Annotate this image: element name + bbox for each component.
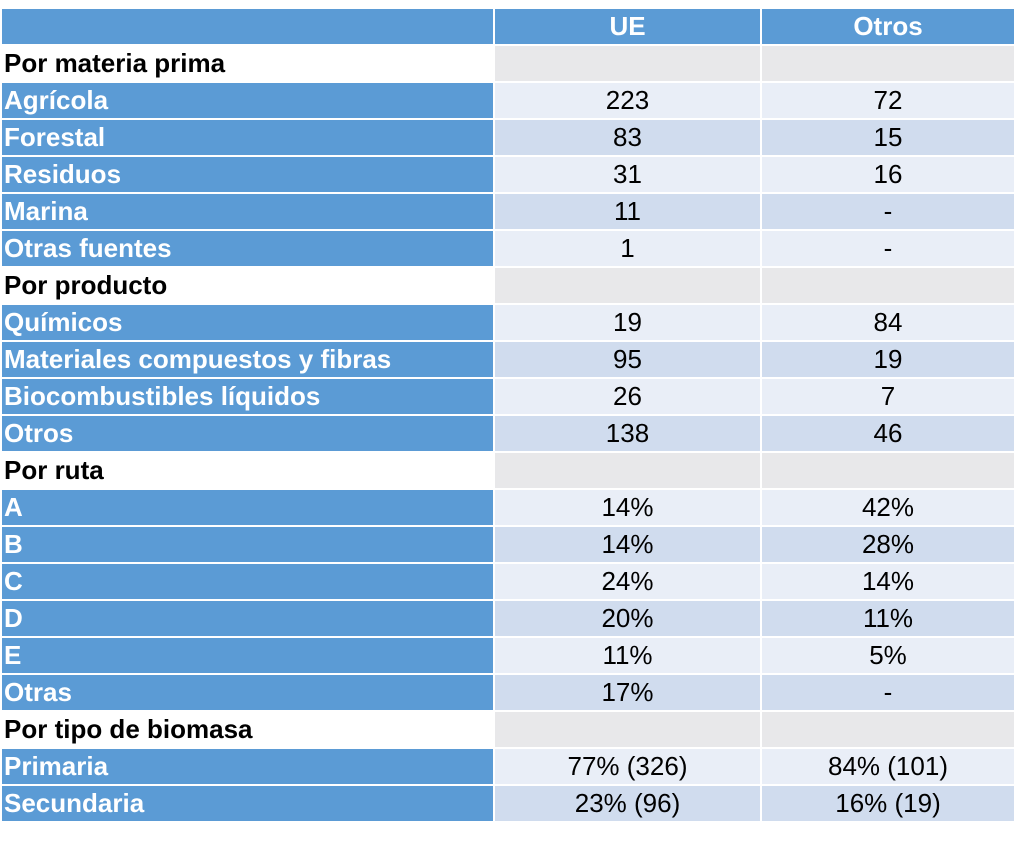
value-ue: 31 xyxy=(495,157,762,194)
value-ue: 138 xyxy=(495,416,762,453)
row-label: Forestal xyxy=(2,120,495,157)
value-otros: 7 xyxy=(762,379,1014,416)
row-label: D xyxy=(2,601,495,638)
table-row: A 14% 42% xyxy=(2,490,1014,527)
table-row: Primaria 77% (326) 84% (101) xyxy=(2,749,1014,786)
value-otros: 16% (19) xyxy=(762,786,1014,823)
value-ue: 23% (96) xyxy=(495,786,762,823)
table-row: C 24% 14% xyxy=(2,564,1014,601)
table-row: Marina 11- xyxy=(2,194,1014,231)
section-row: Por producto xyxy=(2,268,1014,305)
value-otros: - xyxy=(762,194,1014,231)
section-row: Por ruta xyxy=(2,453,1014,490)
value-otros: - xyxy=(762,231,1014,268)
section-row: Por materia prima xyxy=(2,46,1014,83)
table-row: Otros 138 46 xyxy=(2,416,1014,453)
table-row: Residuos 31 16 xyxy=(2,157,1014,194)
table-row: Materiales compuestos y fibras 95 19 xyxy=(2,342,1014,379)
row-label: Residuos xyxy=(2,157,495,194)
value-otros: 14% xyxy=(762,564,1014,601)
table-row: D 20% 11% xyxy=(2,601,1014,638)
section-empty-cell xyxy=(762,268,1014,305)
value-otros: 11% xyxy=(762,601,1014,638)
value-ue: 14% xyxy=(495,490,762,527)
row-label: Primaria xyxy=(2,749,495,786)
table-row: Químicos 19 84 xyxy=(2,305,1014,342)
value-otros: 84% (101) xyxy=(762,749,1014,786)
value-ue: 26 xyxy=(495,379,762,416)
row-label: Otras fuentes xyxy=(2,231,495,268)
row-label: E xyxy=(2,638,495,675)
section-title: Por producto xyxy=(2,268,495,305)
value-otros: 19 xyxy=(762,342,1014,379)
row-label: Marina xyxy=(2,194,495,231)
value-ue: 223 xyxy=(495,83,762,120)
value-ue: 19 xyxy=(495,305,762,342)
value-ue: 11% xyxy=(495,638,762,675)
table-row: Agrícola 223 72 xyxy=(2,83,1014,120)
value-ue: 14% xyxy=(495,527,762,564)
row-label: Materiales compuestos y fibras xyxy=(2,342,495,379)
row-label: Biocombustibles líquidos xyxy=(2,379,495,416)
table-row: Forestal 83 15 xyxy=(2,120,1014,157)
value-otros: 16 xyxy=(762,157,1014,194)
row-label: Químicos xyxy=(2,305,495,342)
value-otros: 15 xyxy=(762,120,1014,157)
table-body: Por materia prima Agrícola 223 72 Forestal 83… xyxy=(2,46,1014,823)
value-otros: 72 xyxy=(762,83,1014,120)
table-row: Secundaria 23% (96) 16% (19) xyxy=(2,786,1014,823)
table-row: E 11% 5% xyxy=(2,638,1014,675)
value-otros: - xyxy=(762,675,1014,712)
value-otros: 46 xyxy=(762,416,1014,453)
value-ue: 20% xyxy=(495,601,762,638)
section-empty-cell xyxy=(495,453,762,490)
table-row: Otras fuentes 1- xyxy=(2,231,1014,268)
value-ue: 83 xyxy=(495,120,762,157)
row-label: Otros xyxy=(2,416,495,453)
section-title: Por materia prima xyxy=(2,46,495,83)
section-empty-cell xyxy=(495,46,762,83)
value-ue: 11 xyxy=(495,194,762,231)
value-otros: 42% xyxy=(762,490,1014,527)
row-label: Secundaria xyxy=(2,786,495,823)
value-ue: 95 xyxy=(495,342,762,379)
row-label: B xyxy=(2,527,495,564)
section-empty-cell xyxy=(495,712,762,749)
value-otros: 84 xyxy=(762,305,1014,342)
section-row: Por tipo de biomasa xyxy=(2,712,1014,749)
section-empty-cell xyxy=(495,268,762,305)
header-cell-otros: Otros xyxy=(762,9,1014,46)
section-empty-cell xyxy=(762,712,1014,749)
row-label: Otras xyxy=(2,675,495,712)
section-title: Por tipo de biomasa xyxy=(2,712,495,749)
value-ue: 17% xyxy=(495,675,762,712)
table-header-row: UE Otros xyxy=(2,9,1014,46)
header-cell-empty xyxy=(2,9,495,46)
value-ue: 24% xyxy=(495,564,762,601)
section-title: Por ruta xyxy=(2,453,495,490)
header-cell-ue: UE xyxy=(495,9,762,46)
row-label: C xyxy=(2,564,495,601)
table-row: B 14% 28% xyxy=(2,527,1014,564)
value-otros: 28% xyxy=(762,527,1014,564)
data-table: UE Otros Por materia prima Agrícola 223 72 F… xyxy=(2,9,1014,823)
table-row: Otras 17% - xyxy=(2,675,1014,712)
value-ue: 1 xyxy=(495,231,762,268)
row-label: Agrícola xyxy=(2,83,495,120)
value-ue: 77% (326) xyxy=(495,749,762,786)
value-otros: 5% xyxy=(762,638,1014,675)
row-label: A xyxy=(2,490,495,527)
section-empty-cell xyxy=(762,453,1014,490)
section-empty-cell xyxy=(762,46,1014,83)
table-row: Biocombustibles líquidos 26 7 xyxy=(2,379,1014,416)
